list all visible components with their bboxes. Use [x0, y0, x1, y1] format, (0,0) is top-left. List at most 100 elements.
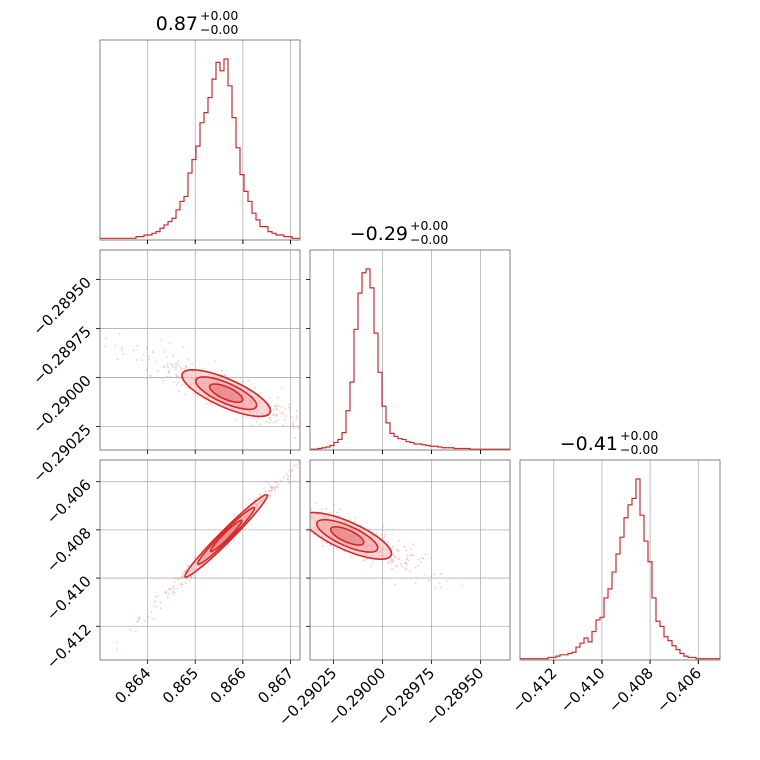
sample-point — [185, 366, 188, 368]
sample-point — [461, 584, 464, 587]
sample-point — [317, 424, 319, 426]
title-plus-error: +0.00 — [200, 8, 238, 23]
histogram-panel-p1: −0.29 +0.00−0.00 — [309, 218, 511, 454]
sample-point — [282, 508, 284, 510]
sample-point — [165, 591, 168, 594]
sample-point — [268, 421, 271, 424]
sample-point — [397, 550, 400, 553]
sample-point — [182, 346, 185, 349]
title-plus-error: +0.00 — [410, 218, 448, 233]
sample-point — [296, 502, 298, 504]
sample-point — [177, 360, 180, 362]
sample-point — [167, 593, 170, 596]
sample-point — [415, 577, 418, 580]
sample-point — [404, 561, 407, 564]
sample-point — [286, 501, 288, 503]
sample-point — [394, 583, 397, 586]
sample-point — [400, 462, 402, 464]
sample-point — [306, 535, 308, 537]
panel-title: −0.29 +0.00−0.00 — [350, 218, 449, 247]
sample-point — [177, 390, 180, 392]
sample-point — [280, 520, 282, 522]
sample-point — [287, 475, 290, 478]
sample-point — [173, 580, 175, 583]
sample-point — [274, 480, 277, 483]
sample-point — [363, 559, 366, 562]
sample-point — [156, 369, 159, 372]
sample-point — [344, 443, 346, 445]
sample-point — [255, 420, 258, 423]
sample-point — [417, 558, 420, 561]
panel-title: 0.87 +0.00−0.00 — [156, 8, 239, 37]
sample-point — [148, 355, 151, 358]
sample-point — [306, 455, 308, 457]
sample-point — [181, 572, 184, 575]
sample-point — [292, 520, 294, 522]
sample-point — [164, 467, 166, 469]
sample-point — [268, 396, 271, 399]
sample-point — [135, 359, 138, 361]
sample-point — [183, 367, 185, 370]
sample-point — [317, 443, 319, 445]
sample-point — [257, 417, 260, 420]
sample-point — [179, 576, 181, 579]
sample-point — [349, 519, 352, 521]
sample-point — [321, 443, 323, 445]
sample-point — [151, 349, 154, 352]
sample-point — [163, 366, 165, 368]
sample-point — [145, 347, 148, 350]
sample-point — [149, 374, 152, 377]
sample-point — [427, 579, 430, 582]
sample-point — [321, 544, 324, 547]
sample-point — [414, 582, 417, 585]
sample-point — [409, 570, 411, 573]
sample-point — [104, 345, 107, 348]
sample-point — [193, 575, 196, 578]
sample-point — [406, 554, 409, 557]
sample-point — [276, 408, 279, 411]
sample-point — [330, 544, 333, 547]
sample-point — [371, 561, 374, 564]
sample-point — [180, 366, 182, 369]
sample-point — [174, 366, 177, 369]
sample-point — [273, 408, 275, 411]
sample-point — [166, 596, 169, 599]
sample-point — [296, 511, 298, 513]
x-tick-label-p2: −0.406 — [653, 664, 705, 716]
sample-point — [167, 371, 170, 374]
sample-point — [181, 384, 183, 387]
title-minus-error: −0.00 — [410, 232, 448, 247]
sample-point — [405, 563, 408, 566]
sample-point — [190, 575, 193, 578]
sample-point — [136, 620, 139, 623]
sample-point — [383, 535, 386, 538]
sample-point — [185, 365, 188, 367]
sample-point — [407, 560, 410, 562]
sample-point — [296, 466, 299, 469]
sample-point — [269, 489, 272, 492]
sample-point — [174, 368, 177, 371]
sample-point — [405, 558, 408, 561]
sample-point — [325, 542, 327, 544]
sample-point — [154, 600, 157, 603]
sample-point — [412, 554, 415, 557]
sample-point — [398, 539, 401, 542]
sample-point — [155, 605, 158, 608]
sample-point — [307, 459, 309, 461]
sample-point — [145, 368, 148, 371]
sample-point — [362, 558, 365, 561]
sample-point — [137, 617, 140, 620]
sample-point — [306, 417, 308, 419]
sample-point — [404, 567, 406, 570]
sample-point — [336, 547, 339, 550]
sample-point — [275, 413, 278, 416]
sample-point — [180, 576, 183, 579]
sample-point — [201, 367, 204, 370]
sample-point — [295, 464, 297, 466]
sample-point — [280, 406, 283, 409]
sample-point — [176, 587, 179, 590]
sample-point — [185, 568, 188, 571]
sample-point — [241, 380, 244, 383]
sample-point — [302, 518, 304, 520]
